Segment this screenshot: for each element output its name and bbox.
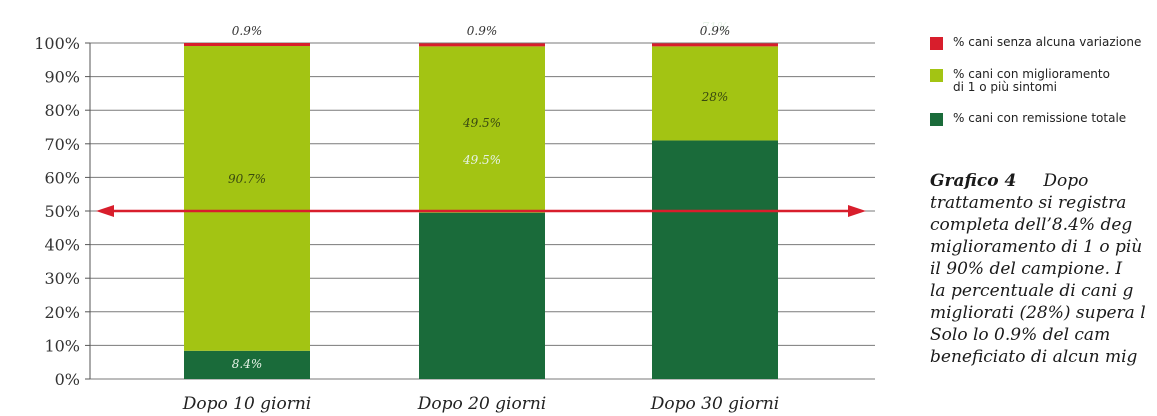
y-tick-label: 70% xyxy=(44,135,80,154)
reference-arrow-right xyxy=(848,205,866,217)
caption-line-7: Solo lo 0.9% del cam xyxy=(930,325,1111,345)
caption-line-8: beneficiato di alcun mig xyxy=(930,347,1138,367)
bar-segment xyxy=(652,140,778,379)
stacked-bar-chart: 0% 10% 20% 30% 40% 50% 60% 70% 80% 90% 100% 8.4% 49.… xyxy=(34,20,875,414)
x-category-label: Dopo 20 giorni xyxy=(417,394,547,414)
bar-segment xyxy=(652,43,778,47)
bar-segment xyxy=(419,43,545,47)
y-tick-label: 10% xyxy=(44,336,80,355)
y-tick-label: 80% xyxy=(44,101,80,120)
bar-segment xyxy=(184,46,310,351)
y-tick-label: 0% xyxy=(55,370,80,389)
legend-item-no-change: % cani senza alcuna variazione xyxy=(930,36,1141,50)
data-label: 28% xyxy=(701,90,729,104)
data-label: 49.5% xyxy=(462,153,501,167)
data-label: 90.7% xyxy=(228,172,266,186)
chart-caption: Grafico 4 Dopo trattamento si registra c… xyxy=(930,170,1157,416)
data-label: 71% xyxy=(702,20,729,34)
legend-label-no-change: % cani senza alcuna variazione xyxy=(953,35,1142,49)
caption-first-word: Dopo xyxy=(1043,171,1089,191)
legend-swatch-remission xyxy=(930,113,943,126)
y-tick-label: 50% xyxy=(44,202,80,221)
y-tick-label: 30% xyxy=(44,269,80,288)
legend-swatch-improvement xyxy=(930,69,943,82)
data-label: 0.9% xyxy=(232,24,263,38)
bar-segment xyxy=(652,46,778,141)
caption-line-2: completa dell’8.4% deg xyxy=(930,215,1133,235)
bar-segment xyxy=(184,350,310,379)
caption-line-6: migliorati (28%) supera l xyxy=(930,303,1146,323)
data-label: 8.4% xyxy=(232,357,263,371)
caption-title: Grafico 4 xyxy=(930,171,1017,191)
caption-line-1: trattamento si registra xyxy=(930,193,1127,213)
y-tick-label: 40% xyxy=(44,236,80,255)
y-tick-label: 100% xyxy=(34,34,80,53)
legend-swatch-no-change xyxy=(930,37,943,50)
reference-arrow-left xyxy=(96,205,114,217)
caption-line-3: miglioramento di 1 o più xyxy=(930,237,1143,257)
x-category-label: Dopo 10 giorni xyxy=(182,394,312,414)
data-label: 0.9% xyxy=(700,24,731,38)
caption-line-0: Grafico 4 Dopo xyxy=(930,170,1157,192)
bar-segment xyxy=(419,46,545,213)
bar-segment xyxy=(419,212,545,379)
y-tick-label: 60% xyxy=(44,168,80,187)
data-label: 0.9% xyxy=(467,24,498,38)
bar-segment xyxy=(184,43,310,47)
caption-line-4: il 90% del campione. I xyxy=(930,259,1123,279)
y-tick-label: 90% xyxy=(44,68,80,87)
legend-item-remission: % cani con remissione totale xyxy=(930,112,1126,126)
legend-label-improvement: % cani con miglioramento di 1 o più sint… xyxy=(953,67,1110,94)
caption-line-5: la percentuale di cani g xyxy=(930,281,1134,301)
legend-label-remission: % cani con remissione totale xyxy=(953,111,1127,125)
y-tick-label: 20% xyxy=(44,303,80,322)
data-label: 49.5% xyxy=(462,116,501,130)
x-category-label: Dopo 30 giorni xyxy=(650,394,780,414)
legend-item-improvement: % cani con miglioramento di 1 o più sint… xyxy=(930,68,1110,94)
